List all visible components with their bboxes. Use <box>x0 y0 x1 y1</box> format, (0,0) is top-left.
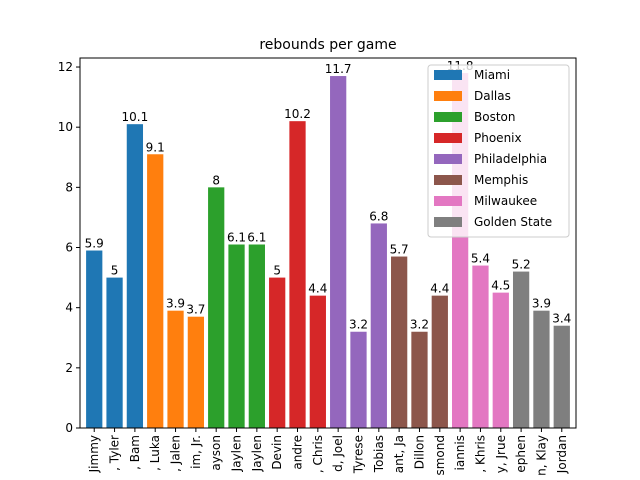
bar-value-label: 5 <box>273 264 281 278</box>
legend-label: Philadelphia <box>474 152 547 166</box>
bar <box>512 271 530 428</box>
y-tick-label: 6 <box>65 241 73 255</box>
legend-swatch <box>434 154 462 164</box>
bar-value-label: 3.9 <box>532 297 551 311</box>
legend-swatch <box>434 112 462 122</box>
bar <box>370 223 387 428</box>
legend-swatch <box>434 217 462 227</box>
legend-swatch <box>434 70 462 80</box>
bar <box>350 331 367 428</box>
bar <box>126 124 144 428</box>
x-tick-label: y, Jrue <box>494 435 508 473</box>
bar-value-label: 8 <box>212 173 220 187</box>
bar-value-label: 3.9 <box>166 297 185 311</box>
bar <box>86 250 103 428</box>
bar <box>248 244 265 428</box>
x-tick-label: d, Joel <box>331 435 345 472</box>
bar-value-label: 6.1 <box>227 231 246 245</box>
x-tick-label: im, Jr. <box>189 435 203 469</box>
legend-label: Phoenix <box>474 131 522 145</box>
bar <box>431 295 448 428</box>
y-tick-label: 12 <box>58 60 73 74</box>
bar-value-label: 3.2 <box>410 318 429 332</box>
bar <box>492 292 509 428</box>
bar <box>330 76 347 429</box>
chart-title: rebounds per game <box>259 37 396 53</box>
x-tick-label: Dillon <box>412 435 426 469</box>
x-tick-label: Jordan <box>555 435 569 474</box>
bar <box>533 310 550 428</box>
x-tick-label: smond <box>433 435 447 476</box>
plot-frame <box>79 57 577 429</box>
bar <box>106 277 123 428</box>
x-tick-label: , Khris <box>473 435 487 473</box>
bar <box>289 121 306 429</box>
bar-value-label: 3.2 <box>349 318 368 332</box>
bar <box>553 325 570 428</box>
bar-value-label: 3.4 <box>552 312 571 326</box>
bar-value-label: 10.1 <box>122 110 149 124</box>
x-tick-label: , Jalen <box>169 435 183 472</box>
bar-value-label: 6.1 <box>247 231 266 245</box>
x-tick-label: ayson <box>209 435 223 471</box>
bar <box>167 310 184 428</box>
bar-value-label: 5 <box>111 264 119 278</box>
legend-swatch <box>434 196 462 206</box>
bar <box>269 277 286 428</box>
x-tick-label: , Tyler <box>108 435 122 471</box>
y-tick-label: 4 <box>65 301 73 315</box>
y-tick-label: 0 <box>65 421 73 435</box>
x-tick-label: Jaylen <box>250 435 264 472</box>
legend-label: Golden State <box>474 215 552 229</box>
bar-value-label: 4.4 <box>308 282 327 296</box>
bar-value-label: 5.9 <box>85 237 104 251</box>
bar <box>391 256 408 428</box>
legend-label: Dallas <box>474 89 511 103</box>
x-tick-label: ephen <box>514 435 528 473</box>
legend-label: Boston <box>474 110 515 124</box>
bar <box>228 244 245 428</box>
x-tick-label: andre <box>291 435 305 470</box>
bar <box>147 154 164 428</box>
bar <box>208 187 225 428</box>
legend-label: Miami <box>474 68 510 82</box>
bar <box>187 316 204 428</box>
bar <box>411 331 428 428</box>
x-tick-label: Devin <box>270 435 284 470</box>
bar-value-label: 3.7 <box>186 303 205 317</box>
legend-box <box>427 64 570 238</box>
bar-value-label: 9.1 <box>146 140 165 154</box>
bar-value-label: 6.8 <box>369 209 388 223</box>
bar-value-label: 10.2 <box>284 107 311 121</box>
bar <box>309 295 326 428</box>
x-tick-label: , Luka <box>148 435 162 471</box>
bar <box>472 265 489 428</box>
legend-swatch <box>434 91 462 101</box>
x-tick-label: n, Klay <box>534 435 548 476</box>
x-tick-label: Tyrese <box>351 435 365 474</box>
bar-value-label: 4.5 <box>491 279 510 293</box>
y-tick-label: 2 <box>65 361 73 375</box>
legend-swatch <box>434 175 462 185</box>
bar-value-label: 5.4 <box>471 252 490 266</box>
x-tick-label: , Chris <box>311 435 325 473</box>
x-tick-label: Jaylen <box>230 435 244 472</box>
bar-value-label: 11.7 <box>325 62 352 76</box>
x-tick-label: ant, Ja <box>392 435 406 473</box>
legend-label: Memphis <box>474 173 528 187</box>
bar-value-label: 4.4 <box>430 282 449 296</box>
legend-label: Milwaukee <box>474 194 537 208</box>
x-tick-label: , Bam <box>128 435 142 470</box>
x-tick-label: Tobias <box>372 435 386 473</box>
y-tick-label: 8 <box>65 180 73 194</box>
x-tick-label: iannis <box>453 435 467 470</box>
y-tick-label: 10 <box>58 120 73 134</box>
x-tick-label: Jimmy <box>87 435 101 473</box>
bar-value-label: 5.2 <box>512 258 531 272</box>
legend-swatch <box>434 133 462 143</box>
bar-value-label: 5.7 <box>390 243 409 257</box>
